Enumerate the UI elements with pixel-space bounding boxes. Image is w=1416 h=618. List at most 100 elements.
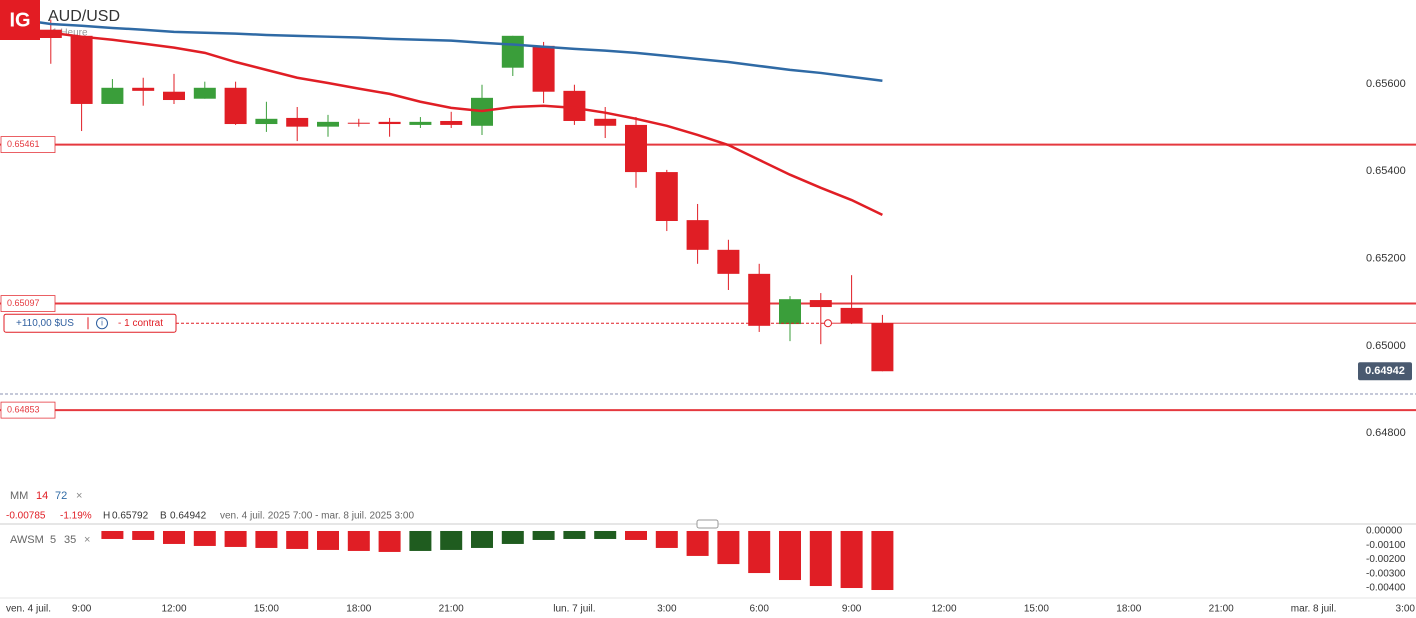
- candle-body: [193, 87, 216, 99]
- indicator-legend: AWSM: [10, 534, 44, 546]
- indicator-param: 35: [64, 534, 76, 546]
- candle-body: [501, 35, 524, 68]
- indicator-bar: [409, 530, 432, 551]
- y-tick-label: 0.65000: [1366, 340, 1406, 352]
- indicator-bar: [840, 530, 863, 589]
- x-tick-label: 9:00: [842, 604, 862, 615]
- indicator-param: 5: [50, 534, 56, 546]
- x-tick-label: mar. 8 juil.: [1291, 604, 1337, 615]
- candle-body: [594, 118, 617, 126]
- high: 0.65792: [112, 511, 149, 522]
- level-label: 0.65097: [7, 298, 40, 308]
- last-price-box: [1358, 362, 1412, 381]
- indicator-close[interactable]: ×: [84, 534, 90, 546]
- candle-body: [132, 87, 155, 91]
- indicator-bar: [471, 530, 493, 548]
- candle-body: [563, 90, 586, 121]
- high-label: H: [103, 511, 110, 522]
- x-tick-label: 18:00: [1116, 604, 1141, 615]
- y-tick-label: -0.00300: [1366, 568, 1406, 579]
- indicator-bar: [163, 530, 185, 544]
- indicator-bar: [563, 530, 586, 539]
- candle-body: [532, 45, 555, 92]
- y-tick-label: -0.00400: [1366, 583, 1406, 594]
- x-tick-label: 18:00: [346, 604, 371, 615]
- x-tick-label: 3:00: [657, 604, 677, 615]
- indicator-bar: [717, 530, 740, 565]
- info-icon-ring: [96, 317, 108, 330]
- ma-legend-72: 72: [55, 490, 67, 502]
- x-tick-label: ven. 4 juil.: [6, 604, 51, 615]
- low-label: B: [160, 511, 167, 522]
- moving-average: [19, 27, 883, 217]
- change: -0.00785: [6, 511, 46, 522]
- indicator-bar: [532, 530, 555, 540]
- candle-body: [871, 323, 894, 372]
- indicator-bar: [871, 530, 894, 591]
- x-tick-label: 12:00: [161, 604, 186, 615]
- indicator-bar: [378, 530, 401, 552]
- indicator-bar: [809, 530, 832, 587]
- indicator-bar: [101, 530, 124, 539]
- range: ven. 4 juil. 2025 7:00 - mar. 8 juil. 20…: [220, 511, 414, 522]
- candle-body: [440, 120, 463, 125]
- indicator-bar: [440, 530, 463, 550]
- candle-body: [748, 273, 771, 326]
- indicator-bar: [686, 530, 709, 556]
- y-tick-label: 0.65200: [1366, 252, 1406, 264]
- position-box: [3, 313, 177, 333]
- candle-body: [655, 172, 678, 222]
- indicator-bar: [625, 530, 647, 540]
- level-label-box: [0, 401, 56, 419]
- candle-body: [255, 118, 278, 125]
- pane-handle[interactable]: [696, 519, 719, 529]
- position-pnl: +110,00 $US: [16, 318, 74, 329]
- position-label[interactable]: +110,00 $US i - 1 contrat: [3, 313, 177, 333]
- x-tick-label: 21:00: [1209, 604, 1234, 615]
- candle-body: [409, 121, 432, 125]
- candle-body: [163, 91, 185, 101]
- indicator-bar: [224, 530, 247, 547]
- indicator-bar: [286, 530, 309, 549]
- x-tick-label: 12:00: [931, 604, 956, 615]
- ma-legend: MM: [10, 490, 28, 502]
- candle-body: [809, 300, 832, 308]
- position-size: - 1 contrat: [118, 318, 163, 329]
- level-label-box: [0, 295, 56, 312]
- indicator-bar: [501, 530, 524, 544]
- low: 0.64942: [170, 511, 207, 522]
- logo: IG: [9, 9, 30, 31]
- indicator-bar: [255, 530, 278, 548]
- indicator-bar: [594, 530, 617, 539]
- indicator-bar: [779, 530, 801, 581]
- x-tick-label: 21:00: [439, 604, 464, 615]
- x-tick-label: 6:00: [749, 604, 769, 615]
- indicator-bar: [655, 530, 678, 548]
- candle-body: [717, 249, 740, 274]
- candle-body: [70, 35, 93, 104]
- candle-body: [101, 87, 124, 104]
- candle-body: [317, 121, 339, 127]
- x-tick-label: 3:00: [1396, 604, 1416, 615]
- moving-average: [19, 18, 883, 83]
- indicator-bar: [132, 530, 155, 540]
- candle-body: [347, 122, 370, 124]
- indicator-bar: [317, 530, 339, 550]
- candle-body: [224, 87, 247, 125]
- candle-body: [779, 299, 801, 325]
- level-label: 0.65461: [7, 139, 40, 149]
- info-icon: i: [101, 318, 103, 327]
- indicator-bar: [748, 530, 771, 574]
- candle-body: [625, 124, 647, 173]
- y-tick-label: 0.65600: [1366, 78, 1406, 90]
- change-pct: -1.19%: [60, 511, 92, 522]
- candle-body: [840, 307, 863, 324]
- x-tick-label: 9:00: [72, 604, 92, 615]
- indicator-bar: [193, 530, 216, 546]
- y-tick-label: -0.00100: [1366, 540, 1406, 551]
- symbol: AUD/USD: [48, 8, 120, 25]
- ma-legend-close[interactable]: ×: [76, 490, 82, 502]
- level-label-box: [0, 136, 56, 153]
- candle-body: [686, 220, 709, 250]
